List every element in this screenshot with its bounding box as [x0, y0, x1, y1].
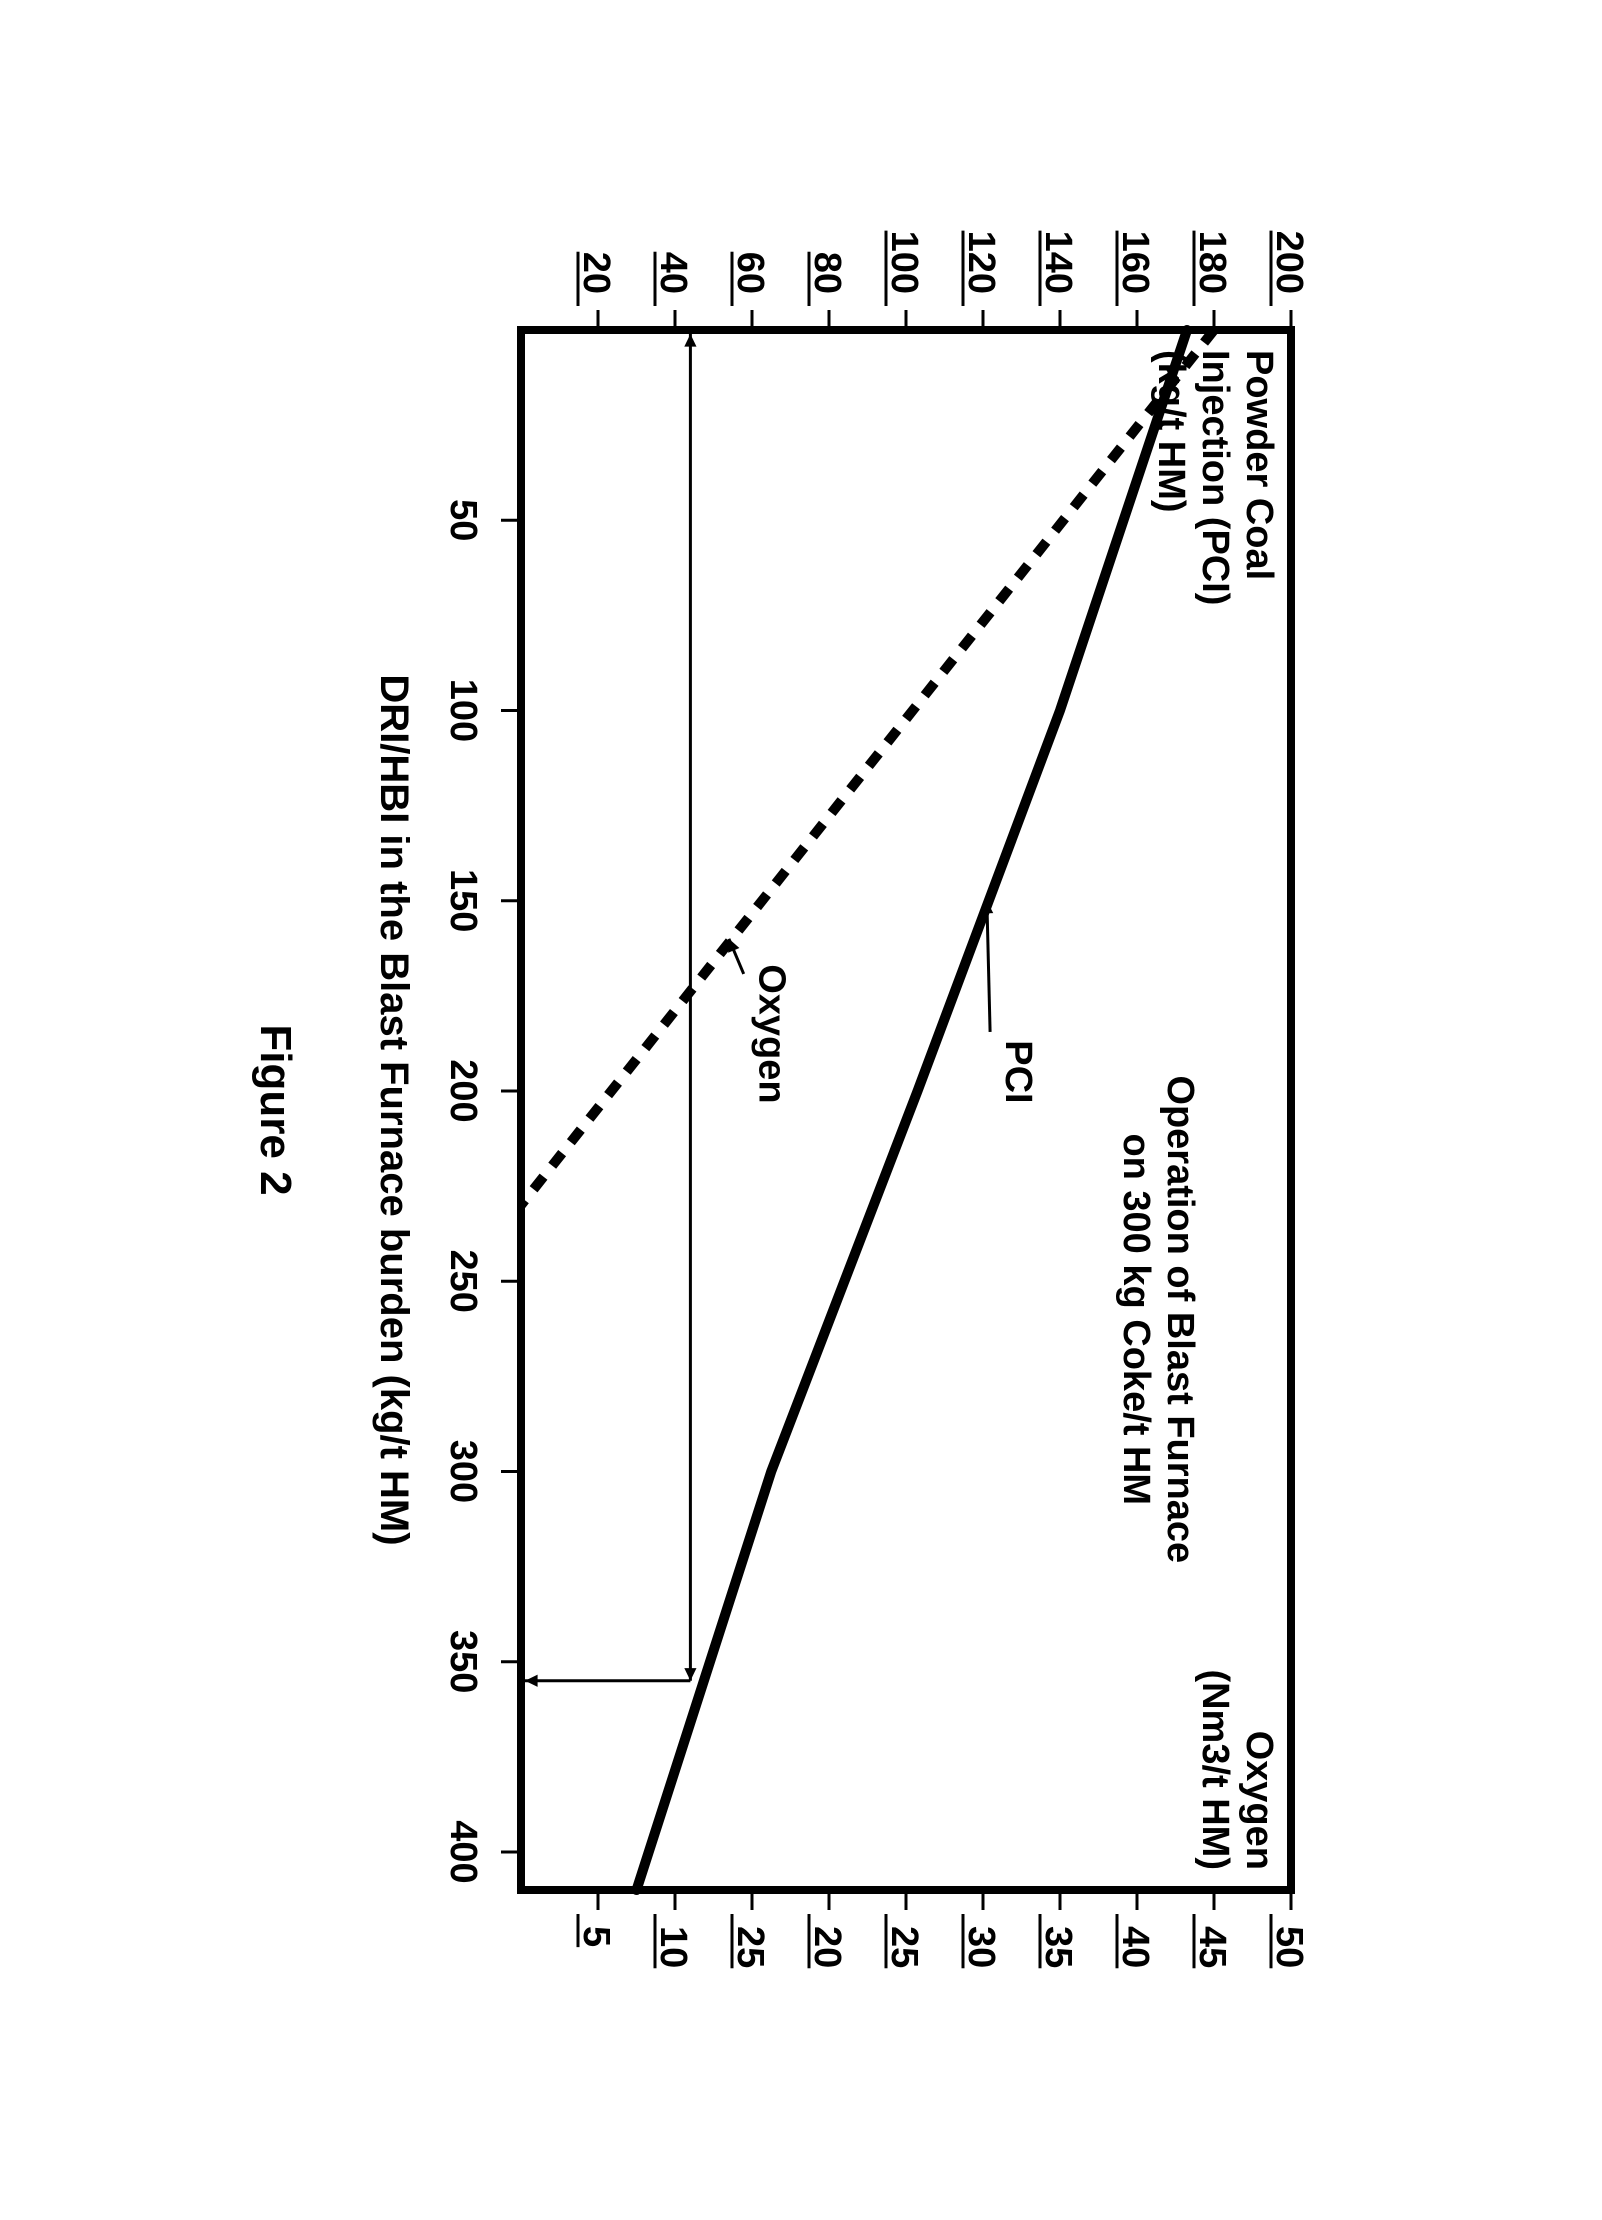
line-chart: 50 100 150 200 250 300 350 400 20 40 60 80 100 120 140…	[201, 110, 1401, 2110]
y-left-tick-label: 120	[960, 231, 1002, 294]
chart-container: 50 100 150 200 250 300 350 400 20 40 60 80 100 120 140…	[201, 110, 1401, 2110]
x-tick-label: 250	[442, 1250, 484, 1313]
y-right-tick-label: 20	[806, 1926, 848, 1968]
x-axis-title: DRI/HBI in the Blast Furnace burden (kg/…	[372, 674, 416, 1545]
x-tick-label: 100	[442, 679, 484, 742]
y-right-tick-label: 40	[1114, 1926, 1156, 1968]
y-right-tick-label: 35	[1037, 1926, 1079, 1968]
y-right-title-line: (Nm3/t HM)	[1194, 1669, 1236, 1870]
y-left-title-line: Injection (PCI)	[1194, 350, 1236, 605]
y-left-tick-label: 80	[806, 252, 848, 294]
y-right-tick-label: 30	[960, 1926, 1002, 1968]
y-right-tick-label: 25	[729, 1926, 771, 1968]
y-left-tick-label: 100	[883, 231, 925, 294]
pci-label: PCI	[997, 1040, 1039, 1103]
y-right-tick-label: 10	[652, 1926, 694, 1968]
x-tick-label: 400	[442, 1820, 484, 1883]
annotation-operation-line: on 300 kg Coke/t HM	[1115, 1133, 1157, 1505]
y-right-tick-label: 45	[1191, 1926, 1233, 1968]
y-left-tick-label: 180	[1191, 231, 1233, 294]
x-tick-label: 50	[442, 499, 484, 541]
y-right-tick-label: 5	[575, 1926, 617, 1947]
oxygen-label: Oxygen	[751, 964, 793, 1103]
y-right-title-line: Oxygen	[1238, 1731, 1280, 1870]
y-left-title-line: Powder Coal	[1238, 350, 1280, 580]
y-left-tick-label: 20	[575, 252, 617, 294]
y-right-tick-label: 25	[883, 1926, 925, 1968]
y-left-tick-label: 40	[652, 252, 694, 294]
x-tick-label: 150	[442, 869, 484, 932]
x-tick-label: 300	[442, 1440, 484, 1503]
x-tick-label: 200	[442, 1059, 484, 1122]
y-left-tick-label: 140	[1037, 231, 1079, 294]
y-left-tick-label: 60	[729, 252, 771, 294]
y-right-tick-label: 50	[1268, 1926, 1310, 1968]
x-tick-label: 350	[442, 1630, 484, 1693]
y-left-tick-label: 200	[1268, 231, 1310, 294]
figure-caption: Figure 2	[251, 1024, 300, 1195]
page: 50 100 150 200 250 300 350 400 20 40 60 80 100 120 140…	[0, 0, 1602, 2220]
annotation-operation-line: Operation of Blast Furnace	[1159, 1075, 1201, 1563]
y-left-tick-label: 160	[1114, 231, 1156, 294]
